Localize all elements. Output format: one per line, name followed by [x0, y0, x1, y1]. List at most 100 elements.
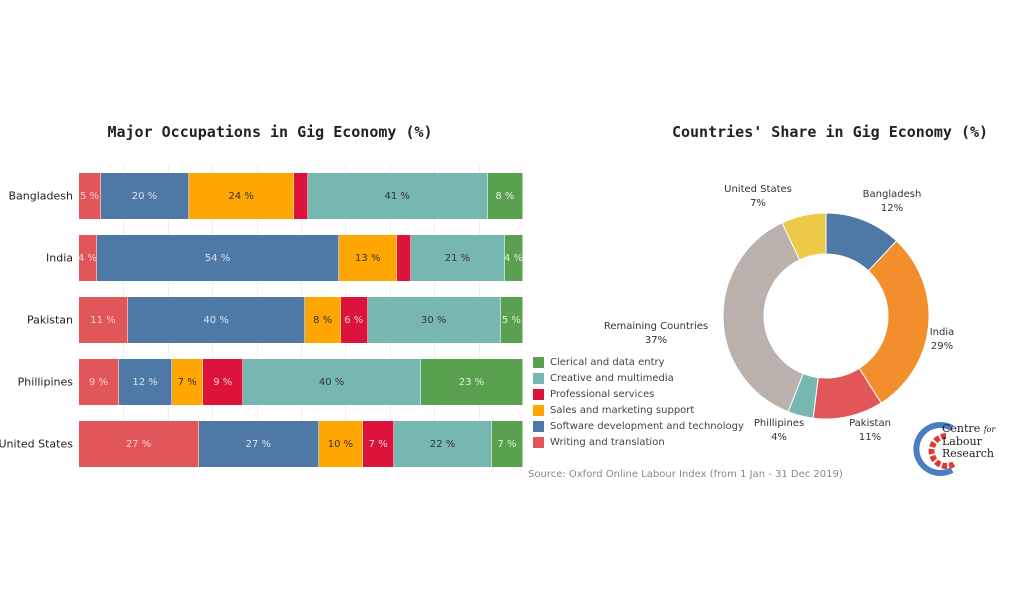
- data-label: 40 %: [203, 314, 229, 326]
- legend-item: Creative and multimedia: [533, 370, 744, 386]
- bar-segment: 41 %: [307, 173, 488, 219]
- bar-segment: 7 %: [172, 359, 204, 405]
- data-label: 5 %: [501, 314, 521, 326]
- data-label: 12 %: [132, 376, 158, 388]
- data-label: 5 %: [79, 190, 99, 202]
- bar-segment: 27 %: [79, 421, 199, 467]
- bar-segment: 40 %: [243, 359, 421, 405]
- slice-value: 12%: [880, 203, 904, 214]
- category-label: United States: [0, 437, 73, 451]
- data-label: 13 %: [355, 252, 381, 264]
- bar-segment: 30 %: [367, 297, 501, 343]
- data-label: 24 %: [228, 190, 254, 202]
- data-label: 30 %: [420, 314, 447, 326]
- donut-chart-title: Countries' Share in Gig Economy (%): [671, 123, 989, 141]
- legend-swatch: [533, 372, 544, 384]
- legend-swatch: [533, 356, 544, 368]
- category-label: Bangladesh: [8, 189, 74, 203]
- category-label: Phillipines: [17, 375, 73, 389]
- data-label: 4 %: [79, 252, 97, 264]
- data-label: 23 %: [458, 376, 485, 388]
- slice-name: Phillipines: [753, 418, 805, 429]
- source-note: Source: Oxford Online Labour Index (from…: [528, 469, 843, 480]
- category-label: India: [46, 251, 73, 265]
- bar-segment: [294, 173, 308, 219]
- category-label: Pakistan: [26, 313, 73, 327]
- legend-item: Sales and marketing support: [533, 402, 744, 418]
- bar-segment: 10 %: [318, 421, 364, 467]
- logo: Centre for Labour Research: [912, 420, 1022, 476]
- slice-name: India: [929, 327, 955, 338]
- bar-segment: 22 %: [394, 421, 492, 467]
- bar-segment: 8 %: [487, 173, 523, 219]
- legend-item: Software development and technology: [533, 418, 744, 434]
- bar-chart-title: Major Occupations in Gig Economy (%): [107, 123, 433, 141]
- legend-swatch: [533, 388, 544, 400]
- legend-label: Software development and technology: [550, 420, 744, 432]
- data-label: 21 %: [444, 252, 471, 264]
- bar-segment: 7 %: [491, 421, 523, 467]
- legend-swatch: [533, 420, 544, 432]
- logo-text: Research: [942, 447, 995, 460]
- bar-segment: 23 %: [420, 359, 523, 405]
- slice-value: 29%: [930, 341, 954, 352]
- bar-segment: 4 %: [505, 235, 523, 281]
- legend: Clerical and data entry Creative and mult…: [533, 354, 744, 450]
- logo-text: Labour: [942, 435, 982, 448]
- donut-slice: [858, 240, 930, 404]
- bar-segment: 12 %: [118, 359, 173, 405]
- logo-emblem-icon: [913, 422, 956, 476]
- slice-label: India 29%: [930, 326, 955, 354]
- slice-value: 11%: [858, 432, 882, 443]
- slice-name: Bangladesh: [862, 189, 922, 200]
- data-label: 7 %: [177, 376, 197, 388]
- data-label: 9 %: [88, 376, 108, 388]
- logo-text: Centre: [942, 422, 981, 435]
- data-label: 54 %: [204, 252, 231, 264]
- data-label: 4 %: [505, 252, 523, 264]
- slice-value: 7%: [750, 198, 766, 209]
- legend-item: Professional services: [533, 386, 744, 402]
- logo-text-small: for: [983, 425, 996, 434]
- bar-segment: 5 %: [79, 173, 101, 219]
- data-label: 22 %: [429, 438, 456, 450]
- slice-label: Phillipines 4%: [754, 417, 804, 445]
- data-label: 8 %: [313, 314, 333, 326]
- bar-segment: 11 %: [79, 297, 128, 343]
- donut-slice: [722, 222, 804, 413]
- legend-label: Writing and translation: [550, 436, 665, 448]
- legend-label: Creative and multimedia: [550, 372, 674, 384]
- slice-label: Remaining Countries 37%: [604, 320, 708, 348]
- data-label: 7 %: [368, 438, 388, 450]
- bar-segment: 9 %: [203, 359, 244, 405]
- data-label: 20 %: [131, 190, 158, 202]
- bar-segment: 40 %: [127, 297, 306, 343]
- data-label: 10 %: [327, 438, 354, 450]
- slice-value: 4%: [771, 432, 787, 443]
- legend-item: Clerical and data entry: [533, 354, 744, 370]
- slice-name: Remaining Countries: [603, 321, 709, 332]
- bar-segment: [397, 235, 411, 281]
- slice-name: Pakistan: [849, 418, 891, 429]
- data-label: 7 %: [497, 438, 517, 450]
- legend-label: Professional services: [550, 388, 655, 400]
- data-label: 9 %: [213, 376, 233, 388]
- data-label: 27 %: [245, 438, 272, 450]
- data-label: 41 %: [384, 190, 410, 202]
- donut-slice: [781, 212, 827, 261]
- bar-segment: 8 %: [305, 297, 341, 343]
- legend-swatch: [533, 436, 544, 448]
- bar-segment: 4 %: [79, 235, 97, 281]
- bar-segment: 54 %: [96, 235, 340, 281]
- slice-value: 37%: [644, 335, 668, 346]
- bar-segment: 6 %: [340, 297, 368, 343]
- bar-segment: 27 %: [198, 421, 319, 467]
- data-label: 11 %: [90, 314, 116, 326]
- legend-swatch: [533, 404, 544, 416]
- legend-item: Writing and translation: [533, 434, 744, 450]
- bar-segment: 7 %: [363, 421, 395, 467]
- slice-label: Pakistan 11%: [849, 417, 891, 445]
- bar-segment: 24 %: [188, 173, 295, 219]
- bar-segment: 5 %: [500, 297, 523, 343]
